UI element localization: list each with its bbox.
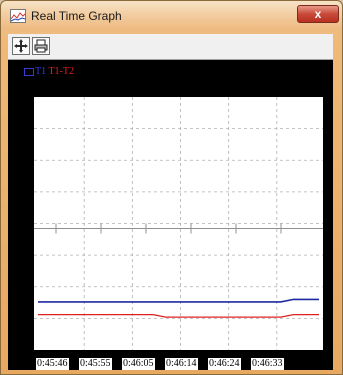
x-tick-label: 0:46:14 xyxy=(165,358,198,370)
x-tick-label: 0:46:33 xyxy=(251,358,284,370)
x-tick-label: 0:45:46 xyxy=(36,358,69,370)
move-arrows-icon xyxy=(14,39,28,53)
title-bar[interactable]: Real Time Graph x xyxy=(1,1,342,31)
move-button[interactable] xyxy=(12,37,30,55)
window-title: Real Time Graph xyxy=(31,9,122,23)
legend-entry-t1: T1 xyxy=(35,66,47,77)
x-tick-label: 0:46:05 xyxy=(122,358,155,370)
toolbar xyxy=(8,34,333,60)
legend-swatch-t1 xyxy=(24,68,34,76)
plot-area xyxy=(34,97,327,350)
graph-app-icon xyxy=(10,9,26,23)
x-tick-label: 0:46:24 xyxy=(208,358,241,370)
print-button[interactable] xyxy=(32,37,50,55)
legend-label: T1 T1-T2 xyxy=(35,66,74,77)
line-chart xyxy=(34,97,327,350)
x-tick-label: 0:45:55 xyxy=(79,358,112,370)
series-line-t1-t2 xyxy=(38,314,319,318)
printer-icon xyxy=(34,39,48,53)
series-line-t1 xyxy=(38,298,319,303)
close-button[interactable]: x xyxy=(297,5,339,23)
legend-entry-t1-t2: T1-T2 xyxy=(48,66,74,77)
